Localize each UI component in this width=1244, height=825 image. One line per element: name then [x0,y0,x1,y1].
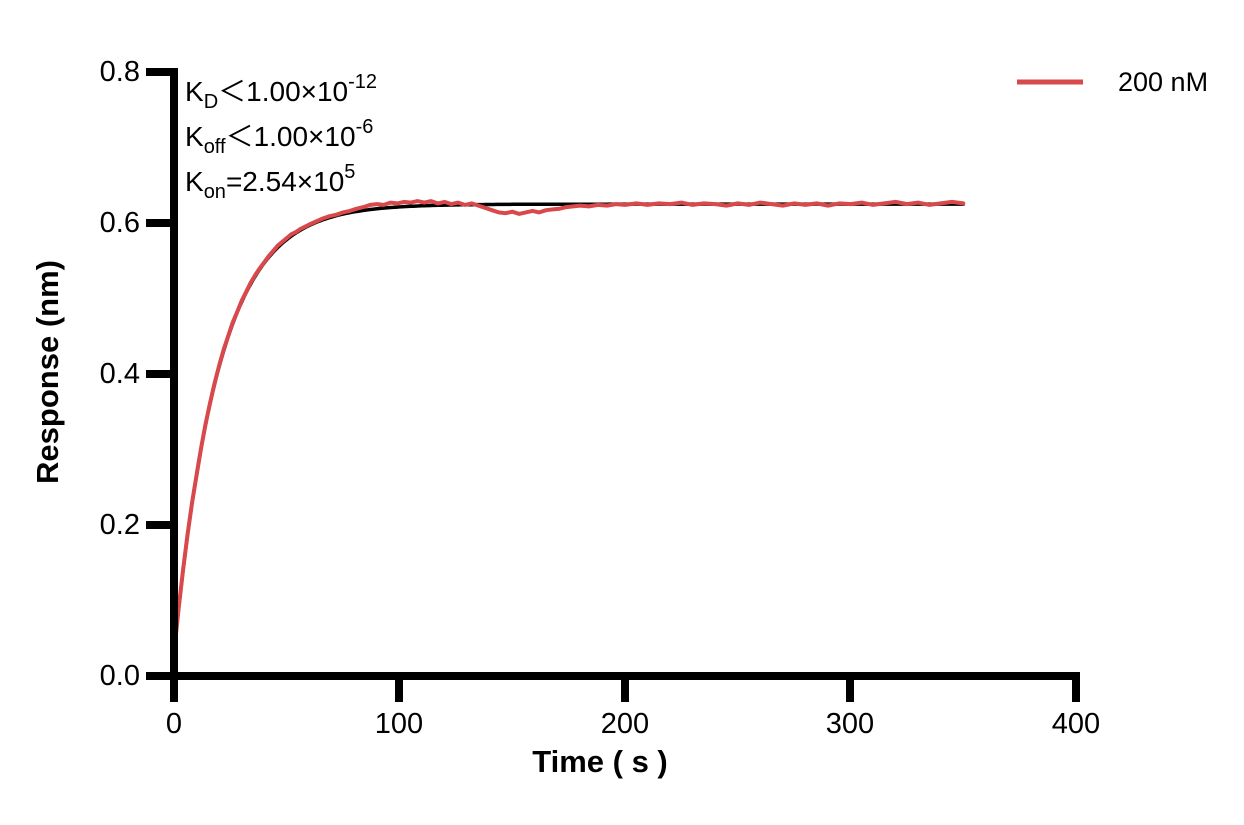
y-tick-label-0.4: 0.4 [100,358,140,390]
y-tick-0.4 [146,370,170,378]
x-tick-300 [846,680,854,702]
x-tick-label-0: 0 [166,708,182,740]
x-tick-200 [621,680,629,702]
x-axis-title: Time ( s ) [532,744,668,779]
x-tick-label-400: 400 [1052,708,1100,740]
y-tick-label-0.6: 0.6 [100,207,140,239]
x-tick-label-300: 300 [826,708,874,740]
x-tick-label-100: 100 [375,708,423,740]
legend: 200 nM [1017,67,1208,97]
y-tick-0.8 [146,68,170,76]
kon-annotation: Kon=2.54×105 [185,161,355,203]
koff-annotation: Koff＜1.00×10-6 [185,116,373,158]
y-tick-0.2 [146,521,170,529]
y-axis-title: Response (nm) [30,260,65,484]
y-tick-label-0.8: 0.8 [100,56,140,88]
x-tick-400 [1072,680,1080,702]
y-tick-label-0.2: 0.2 [100,509,140,541]
y-tick-0.6 [146,219,170,227]
x-tick-100 [395,680,403,702]
x-axis-line [146,672,1080,680]
kd-annotation: KD＜1.00×10-12 [185,71,377,113]
y-tick-label-0.0: 0.0 [100,660,140,692]
x-tick-0 [170,680,178,702]
legend-label-200nM: 200 nM [1118,67,1208,97]
y-tick-0.0 [146,672,170,680]
measured-curve [172,199,966,656]
x-tick-label-200: 200 [601,708,649,740]
fit-curve [172,202,966,656]
y-axis-line [170,68,178,680]
